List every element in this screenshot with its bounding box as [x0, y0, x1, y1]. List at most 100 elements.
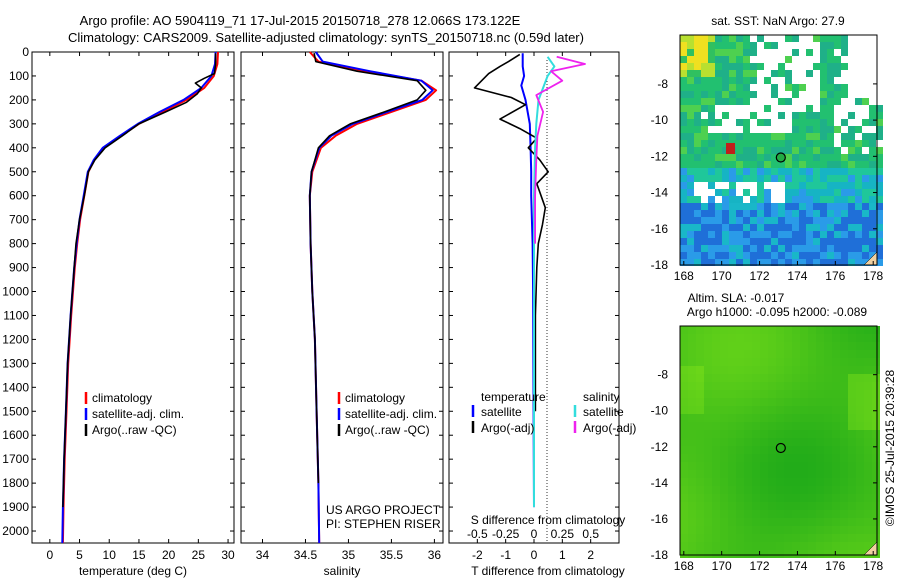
difference-x-tick-label: -1	[500, 548, 511, 562]
sla-pixel	[872, 350, 880, 358]
sst-lat-label: -10	[651, 113, 669, 127]
sst-pixel	[743, 98, 750, 105]
sla-pixel	[840, 326, 848, 334]
sst-pixel	[701, 63, 708, 70]
sla-pixel	[752, 542, 760, 550]
sst-pixel	[722, 168, 729, 175]
sst-pixel	[834, 42, 841, 49]
sst-pixel	[680, 98, 687, 105]
sla-pixel	[840, 550, 848, 558]
sst-pixel	[841, 140, 848, 147]
sst-pixel	[827, 175, 834, 182]
sla-pixel	[816, 430, 824, 438]
sla-pixel	[720, 486, 728, 494]
sla-pixel	[768, 526, 776, 534]
sst-pixel	[876, 238, 883, 245]
sst-pixel	[729, 154, 736, 161]
sla-pixel	[864, 342, 872, 350]
sst-pixel	[680, 105, 687, 112]
sla-pixel	[848, 510, 856, 518]
sst-pixel	[750, 161, 757, 168]
sla-pixel	[800, 478, 808, 486]
sla-pixel	[816, 326, 824, 334]
sla-pixel	[848, 486, 856, 494]
sst-pixel	[848, 252, 855, 259]
sla-pixel	[768, 550, 776, 558]
sst-pixel	[862, 238, 869, 245]
sla-pixel	[720, 470, 728, 478]
sla-pixel	[712, 494, 720, 502]
sst-pixel	[848, 217, 855, 224]
salinity-x-tick-label: 36	[428, 548, 442, 562]
sst-pixel	[736, 161, 743, 168]
sla-pixel	[832, 502, 840, 510]
sst-pixel	[764, 217, 771, 224]
sst-pixel	[715, 70, 722, 77]
depth-tick-label: 1100	[3, 308, 29, 322]
sla-pixel	[872, 382, 880, 390]
sla-pixel	[864, 430, 872, 438]
sla-pixel	[832, 534, 840, 542]
sst-pixel	[827, 91, 834, 98]
sla-pixel	[824, 358, 832, 366]
sst-pixel	[876, 112, 883, 119]
sla-pixel	[688, 550, 696, 558]
sla-pixel	[728, 486, 736, 494]
sst-pixel	[680, 35, 687, 42]
sla-pixel	[720, 398, 728, 406]
sst-pixel	[729, 196, 736, 203]
sst-pixel	[806, 231, 813, 238]
sst-pixel	[743, 63, 750, 70]
sla-pixel	[864, 414, 872, 422]
sst-pixel	[820, 196, 827, 203]
sla-pixel	[872, 438, 880, 446]
sst-pixel	[778, 70, 785, 77]
sst-pixel	[869, 161, 876, 168]
sla-pixel	[760, 366, 768, 374]
sla-pixel	[744, 518, 752, 526]
sla-pixel	[832, 334, 840, 342]
sla-lat-label: -10	[651, 404, 669, 418]
sla-pixel	[704, 526, 712, 534]
sst-pixel	[701, 126, 708, 133]
sla-pixel	[744, 550, 752, 558]
sla-pixel	[680, 366, 688, 374]
sst-pixel	[729, 63, 736, 70]
sla-pixel	[840, 350, 848, 358]
sst-pixel	[715, 63, 722, 70]
sst-pixel	[785, 252, 792, 259]
sla-pixel	[776, 382, 784, 390]
sst-pixel	[687, 126, 694, 133]
sst-lon-label: 176	[825, 269, 845, 283]
sla-pixel	[744, 390, 752, 398]
sla-pixel	[776, 398, 784, 406]
temperature-legend-argo: Argo(..raw -QC)	[92, 423, 177, 437]
sla-pixel	[688, 374, 696, 382]
sst-pixel	[820, 70, 827, 77]
sla-pixel	[720, 462, 728, 470]
sla-pixel	[776, 366, 784, 374]
sla-pixel	[736, 502, 744, 510]
sla-pixel	[872, 454, 880, 462]
sst-pixel	[792, 161, 799, 168]
series-line-argo-raw-qc-	[62, 53, 217, 508]
sst-pixel	[757, 182, 764, 189]
sst-pixel	[820, 63, 827, 70]
sla-pixel	[776, 342, 784, 350]
sla-pixel	[800, 414, 808, 422]
sla-pixel	[776, 534, 784, 542]
sst-pixel	[701, 238, 708, 245]
sst-pixel	[876, 126, 883, 133]
sla-pixel	[752, 334, 760, 342]
sst-pixel	[722, 245, 729, 252]
sst-pixel	[841, 252, 848, 259]
sla-pixel	[832, 446, 840, 454]
sst-pixel	[743, 210, 750, 217]
sst-pixel	[743, 35, 750, 42]
sla-pixel	[720, 366, 728, 374]
sla-pixel	[824, 470, 832, 478]
difference-x-tick-label: 0	[531, 548, 538, 562]
sst-pixel	[708, 210, 715, 217]
sst-pixel	[722, 133, 729, 140]
sla-pixel	[816, 342, 824, 350]
